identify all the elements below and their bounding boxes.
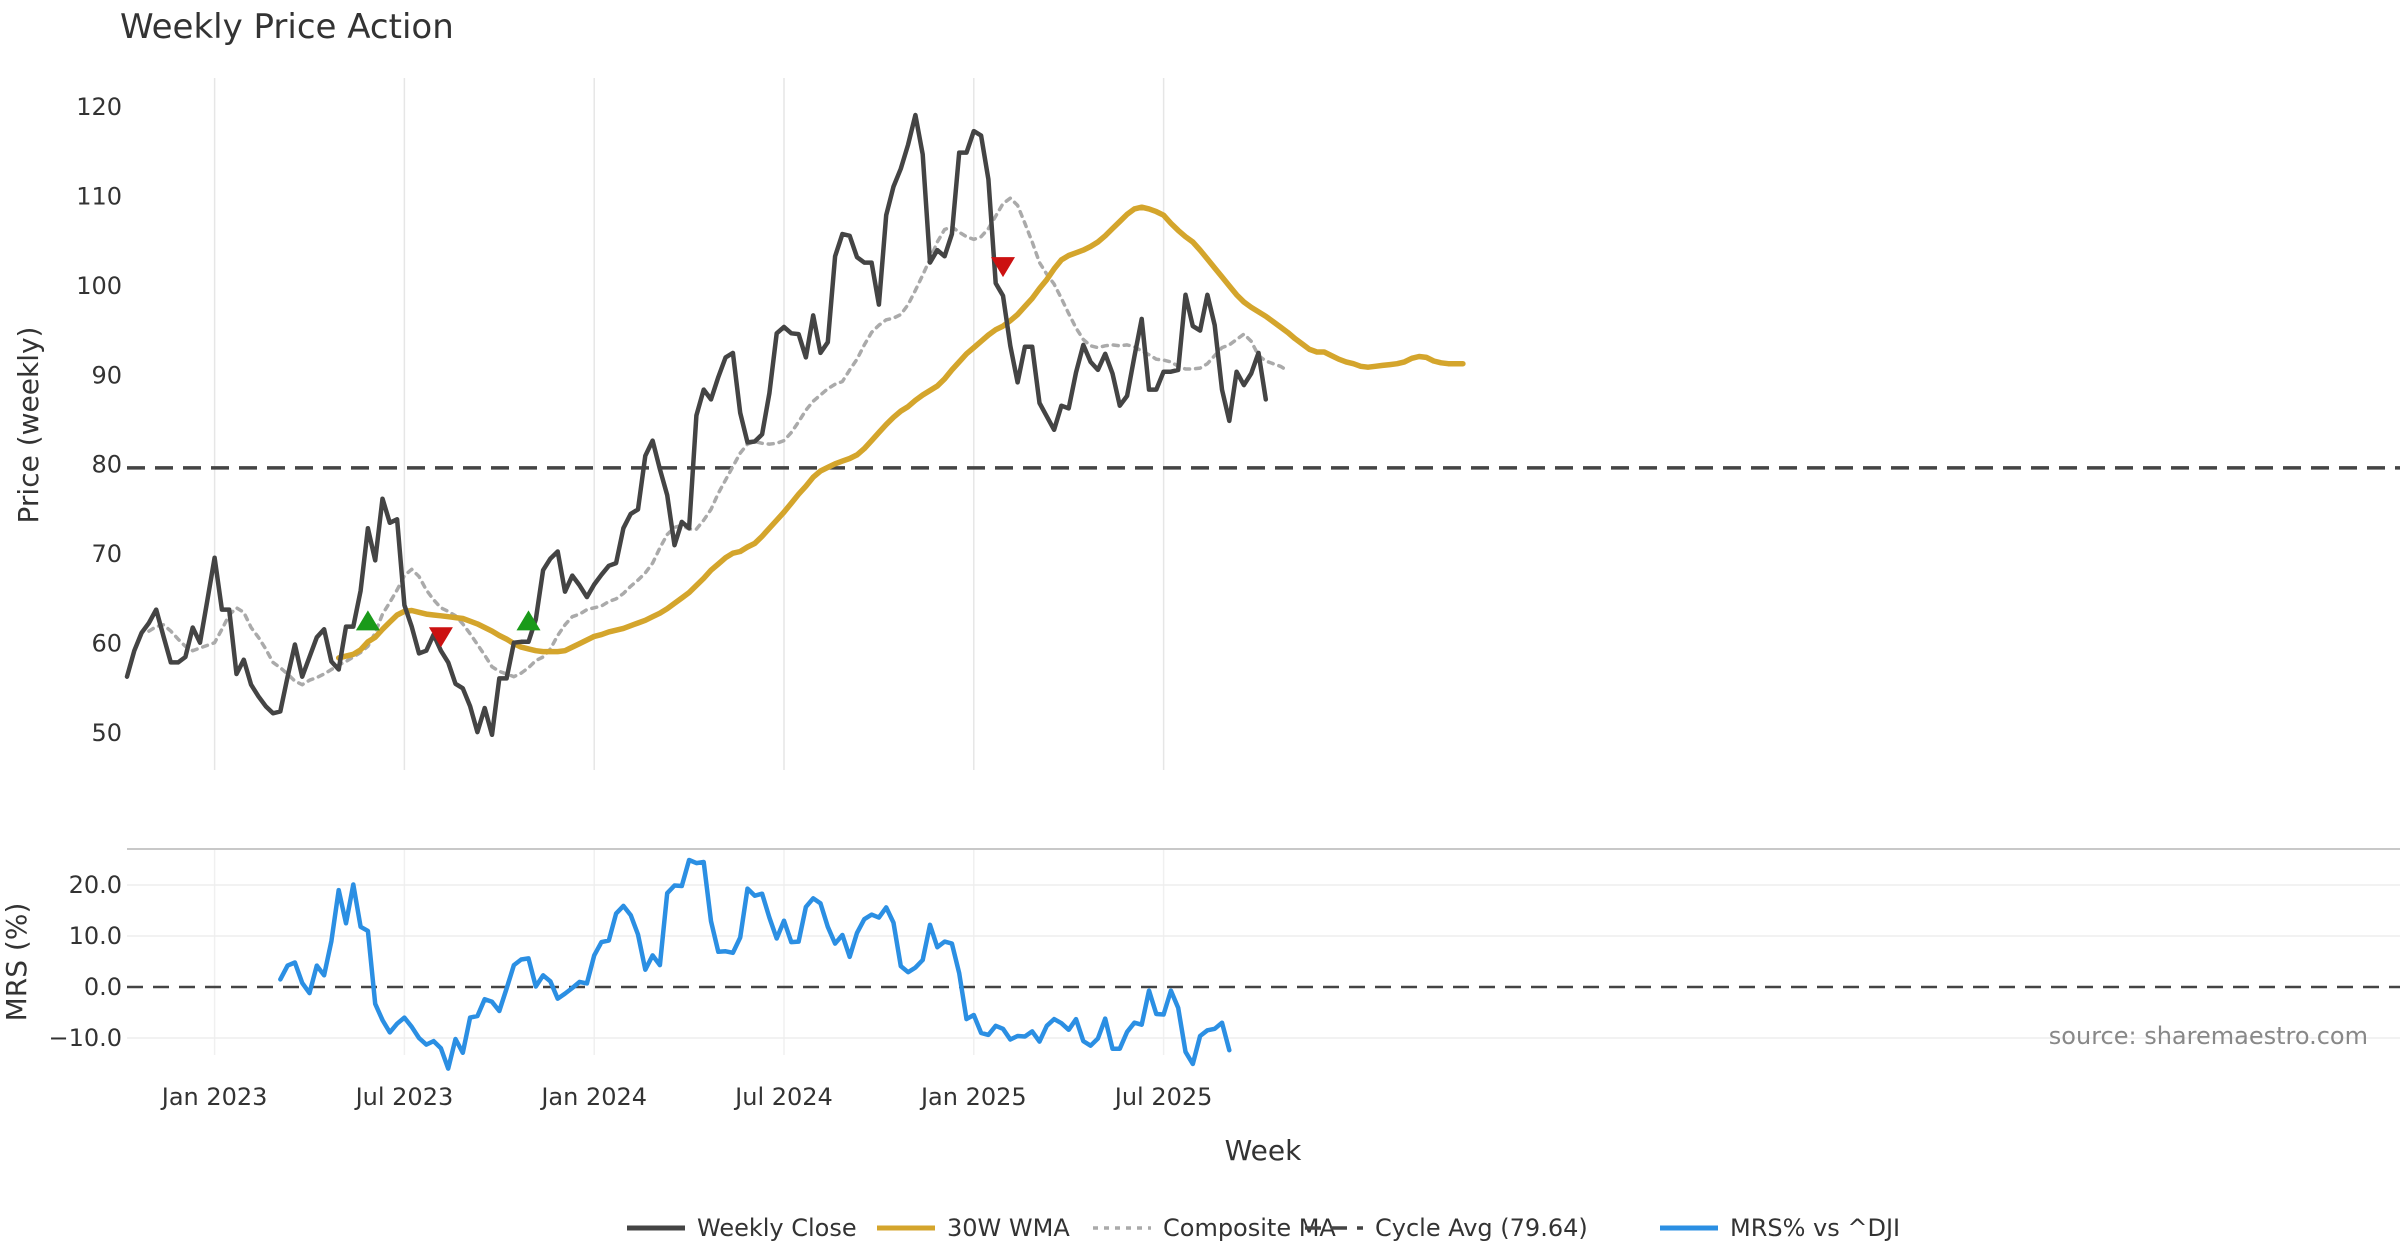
- legend: Weekly Close 30W WMA Composite MA Cycle Avg…: [627, 1214, 1900, 1242]
- legend-label: Weekly Close: [697, 1214, 857, 1242]
- mrs-y-tick: 10.0: [69, 922, 122, 950]
- price-y-axis-label: Price (weekly): [12, 327, 45, 524]
- buy-signal-marker: [355, 610, 380, 631]
- x-tick-label: Jul 2024: [733, 1083, 833, 1111]
- mrs-panel: 20.0 10.0 0.0 −10.0 MRS (%) source: sharema…: [0, 848, 2400, 1071]
- buy-signal-marker: [516, 610, 541, 631]
- price-y-tick: 90: [91, 361, 122, 389]
- mrs-y-tick: 0.0: [84, 973, 122, 1001]
- price-y-tick: 70: [91, 540, 122, 568]
- sell-signal-marker: [991, 257, 1015, 278]
- price-series: [124, 112, 1466, 738]
- x-axis-label: Week: [1225, 1134, 1302, 1167]
- x-tick-label: Jan 2023: [160, 1083, 268, 1111]
- price-y-tick: 110: [76, 182, 122, 210]
- source-watermark: source: sharemaestro.com: [2049, 1022, 2368, 1050]
- price-y-tick: 100: [76, 272, 122, 300]
- mrs-line: [278, 857, 1232, 1071]
- x-tick-label: Jul 2023: [354, 1083, 454, 1111]
- wma-30w-line: [335, 204, 1466, 661]
- mrs-y-tick: 20.0: [69, 871, 122, 899]
- price-y-tick: 50: [91, 719, 122, 747]
- legend-label: 30W WMA: [947, 1214, 1070, 1242]
- x-tick-label: Jan 2025: [919, 1083, 1027, 1111]
- sell-signal-marker: [428, 627, 453, 648]
- price-y-tick: 60: [91, 630, 122, 658]
- legend-label: MRS% vs ^DJI: [1730, 1214, 1900, 1242]
- price-panel: 50 60 70 80 90 100 110 120 Price (weekly): [12, 78, 2400, 770]
- price-y-tick: 80: [91, 451, 122, 479]
- composite-ma-line: [147, 196, 1290, 687]
- signal-markers: [355, 257, 1015, 648]
- mrs-y-axis-label: MRS (%): [0, 903, 33, 1022]
- chart-title: Weekly Price Action: [120, 7, 454, 47]
- x-tick-label: Jan 2024: [539, 1083, 647, 1111]
- price-gridlines: [213, 78, 1165, 770]
- x-axis-ticks: Jan 2023 Jul 2023 Jan 2024 Jul 2024 Jan 2025…: [160, 1083, 1213, 1111]
- price-y-ticks: 50 60 70 80 90 100 110 120: [76, 93, 122, 747]
- mrs-y-ticks: 20.0 10.0 0.0 −10.0: [48, 871, 122, 1052]
- weekly-close-line: [124, 112, 1269, 738]
- price-y-tick: 120: [76, 93, 122, 121]
- legend-label: Cycle Avg (79.64): [1375, 1214, 1588, 1242]
- mrs-y-tick: −10.0: [48, 1024, 122, 1052]
- mrs-series: [278, 857, 1232, 1071]
- x-tick-label: Jul 2025: [1113, 1083, 1213, 1111]
